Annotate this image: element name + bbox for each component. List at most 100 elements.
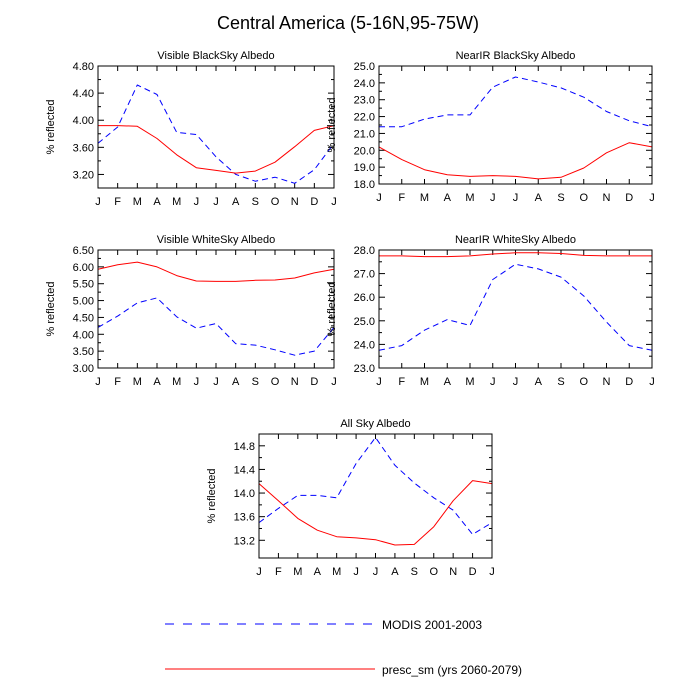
legend-presc-label: presc_sm (yrs 2060-2079)	[382, 663, 522, 677]
visible-blacksky-xtick-label: O	[271, 196, 280, 208]
visible-whitesky-ytick-label: 3.50	[73, 346, 94, 358]
nearir-whitesky-ytick-label: 26.0	[354, 292, 375, 304]
visible-whitesky-xtick-label: M	[172, 376, 181, 388]
nearir-whitesky-xtick-label: J	[376, 376, 382, 388]
nearir-blacksky-xtick-label: A	[535, 192, 543, 204]
visible-blacksky-xtick-label: J	[213, 196, 219, 208]
visible-blacksky-xtick-label: S	[252, 196, 259, 208]
visible-blacksky-ylabel: % reflected	[45, 99, 57, 154]
visible-blacksky-presc-line	[98, 125, 335, 174]
visible-blacksky-xtick-label: J	[331, 196, 337, 208]
all-sky-xtick-label: A	[314, 566, 322, 578]
nearir-blacksky-ytick-label: 19.0	[354, 162, 375, 174]
visible-blacksky-title: Visible BlackSky Albedo	[157, 50, 274, 62]
nearir-blacksky-ytick-label: 18.0	[354, 179, 375, 191]
all-sky-xtick-label: J	[353, 566, 359, 578]
visible-blacksky-ytick-label: 4.00	[73, 115, 94, 127]
visible-blacksky-xtick-label: F	[114, 196, 121, 208]
visible-whitesky-ytick-label: 4.00	[73, 329, 94, 341]
nearir-blacksky-title: NearIR BlackSky Albedo	[456, 50, 576, 62]
all-sky-presc-line	[258, 480, 493, 546]
visible-whitesky-xtick-label: O	[271, 376, 280, 388]
nearir-whitesky-presc-line	[379, 252, 652, 258]
visible-blacksky-ytick-label: 3.20	[73, 169, 94, 181]
nearir-blacksky-ytick-label: 22.0	[354, 112, 375, 124]
visible-whitesky-title: Visible WhiteSky Albedo	[157, 234, 275, 246]
nearir-blacksky-ytick-label: 24.0	[354, 78, 375, 90]
visible-whitesky-ytick-label: 6.50	[73, 245, 94, 257]
all-sky-xtick-label: S	[411, 566, 418, 578]
all-sky-title: All Sky Albedo	[340, 418, 410, 430]
nearir-whitesky-xtick-label: F	[398, 376, 405, 388]
visible-blacksky-xtick-label: A	[232, 196, 240, 208]
visible-whitesky-ytick-label: 3.00	[73, 363, 94, 375]
all-sky-xtick-label: A	[391, 566, 399, 578]
all-sky-ytick-label: 14.8	[234, 441, 255, 453]
visible-blacksky-ytick-label: 4.80	[73, 61, 94, 73]
visible-blacksky-ytick-label: 3.60	[73, 142, 94, 154]
visible-whitesky-presc-line	[97, 261, 335, 282]
visible-blacksky-xtick-label: J	[95, 196, 101, 208]
visible-blacksky-modis-line	[97, 84, 335, 184]
all-sky-xtick-label: J	[373, 566, 379, 578]
visible-whitesky-frame	[97, 249, 335, 369]
visible-whitesky-ytick-label: 4.50	[73, 312, 94, 324]
visible-whitesky-xtick-label: S	[252, 376, 259, 388]
legend: MODIS 2001-2003 presc_sm (yrs 2060-2079)	[165, 618, 522, 677]
nearir-whitesky-ytick-label: 24.0	[354, 339, 375, 351]
nearir-whitesky-xtick-label: D	[625, 376, 633, 388]
nearir-whitesky-xtick-label: S	[557, 376, 564, 388]
nearir-whitesky-ytick-label: 27.0	[354, 269, 375, 281]
visible-blacksky-xtick-label: M	[172, 196, 181, 208]
nearir-blacksky-xtick-label: D	[625, 192, 633, 204]
nearir-whitesky-modis-line	[378, 263, 653, 351]
nearir-blacksky-panel: NearIR BlackSky Albedo % reflected J F M A M J J…	[326, 50, 655, 204]
all-sky-ytick-label: 13.2	[234, 535, 255, 547]
all-sky-ytick-label: 14.0	[234, 488, 255, 500]
figure-title: Central America (5-16N,95-75W)	[217, 13, 479, 33]
nearir-blacksky-xtick-label: M	[465, 192, 474, 204]
nearir-blacksky-ytick-label: 20.0	[354, 145, 375, 157]
nearir-whitesky-xtick-label: M	[465, 376, 474, 388]
all-sky-xtick-label: J	[256, 566, 262, 578]
nearir-whitesky-frame	[378, 249, 653, 369]
all-sky-xtick-label: M	[293, 566, 302, 578]
visible-whitesky-xtick-label: J	[331, 376, 337, 388]
nearir-blacksky-presc-line	[378, 142, 653, 180]
nearir-whitesky-panel: NearIR WhiteSky Albedo % reflected J F M A M J J…	[326, 234, 655, 388]
all-sky-xtick-label: F	[275, 566, 282, 578]
visible-blacksky-frame	[97, 65, 335, 189]
nearir-whitesky-ytick-label: 25.0	[354, 316, 375, 328]
visible-whitesky-xtick-label: J	[95, 376, 101, 388]
visible-blacksky-xtick-label: M	[133, 196, 142, 208]
all-sky-ytick-label: 14.4	[234, 464, 255, 476]
nearir-whitesky-xtick-label: J	[649, 376, 655, 388]
visible-blacksky-xtick-label: D	[310, 196, 318, 208]
visible-whitesky-ytick-label: 5.00	[73, 296, 94, 308]
nearir-blacksky-xtick-label: J	[490, 192, 496, 204]
nearir-whitesky-title: NearIR WhiteSky Albedo	[455, 234, 576, 246]
nearir-whitesky-xtick-label: A	[444, 376, 452, 388]
nearir-blacksky-ytick-label: 23.0	[354, 95, 375, 107]
nearir-blacksky-ytick-label: 25.0	[354, 61, 375, 73]
nearir-blacksky-modis-line	[379, 76, 653, 128]
nearir-whitesky-xtick-label: J	[490, 376, 496, 388]
visible-blacksky-xtick-label: J	[194, 196, 200, 208]
all-sky-frame	[258, 433, 493, 559]
nearir-blacksky-xtick-label: O	[579, 192, 588, 204]
visible-whitesky-ytick-label: 5.50	[73, 279, 94, 291]
nearir-blacksky-xtick-label: N	[603, 192, 611, 204]
nearir-blacksky-xtick-label: A	[444, 192, 452, 204]
nearir-blacksky-xtick-label: J	[513, 192, 519, 204]
all-sky-modis-line	[258, 437, 493, 535]
all-sky-ylabel: % reflected	[206, 468, 218, 523]
all-sky-xtick-label: O	[429, 566, 438, 578]
visible-whitesky-xtick-label: J	[194, 376, 200, 388]
visible-whitesky-ytick-label: 6.00	[73, 262, 94, 274]
nearir-blacksky-xtick-label: M	[420, 192, 429, 204]
visible-whitesky-xtick-label: M	[133, 376, 142, 388]
